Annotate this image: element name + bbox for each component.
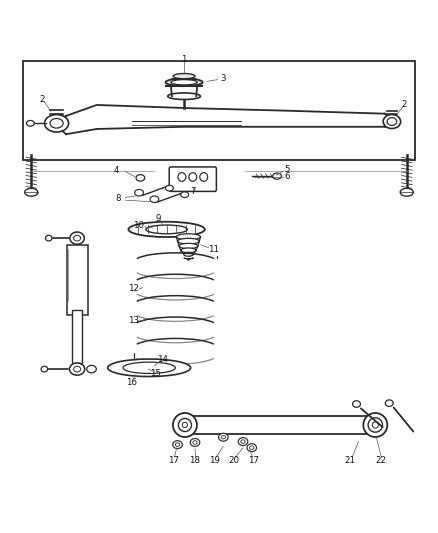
Ellipse shape xyxy=(74,366,81,372)
Ellipse shape xyxy=(250,446,254,449)
Text: 22: 22 xyxy=(375,456,386,465)
Bar xyxy=(72,310,82,362)
Ellipse shape xyxy=(353,401,360,407)
Ellipse shape xyxy=(219,433,228,441)
Ellipse shape xyxy=(363,413,387,437)
Ellipse shape xyxy=(168,93,201,100)
Ellipse shape xyxy=(173,74,195,79)
Ellipse shape xyxy=(135,189,144,196)
Text: 5: 5 xyxy=(284,165,290,174)
Text: 2: 2 xyxy=(402,100,407,109)
Ellipse shape xyxy=(368,418,382,432)
Ellipse shape xyxy=(190,439,200,446)
Text: 11: 11 xyxy=(208,245,219,254)
Text: 9: 9 xyxy=(155,214,161,223)
Ellipse shape xyxy=(70,363,85,375)
Text: 21: 21 xyxy=(344,456,356,465)
Ellipse shape xyxy=(128,222,205,237)
Ellipse shape xyxy=(177,234,201,240)
Text: 17: 17 xyxy=(247,456,258,465)
Text: 8: 8 xyxy=(115,195,120,203)
Ellipse shape xyxy=(182,422,187,427)
Text: 16: 16 xyxy=(126,378,137,387)
Text: 13: 13 xyxy=(128,316,139,325)
Text: 12: 12 xyxy=(128,284,139,293)
Ellipse shape xyxy=(87,366,96,373)
Ellipse shape xyxy=(273,173,282,179)
Ellipse shape xyxy=(184,252,193,256)
Text: 15: 15 xyxy=(150,368,161,377)
Text: 20: 20 xyxy=(229,456,240,465)
Ellipse shape xyxy=(385,400,393,407)
Ellipse shape xyxy=(74,235,81,241)
Ellipse shape xyxy=(387,118,397,125)
Ellipse shape xyxy=(383,115,401,128)
Ellipse shape xyxy=(136,175,145,181)
Ellipse shape xyxy=(41,366,48,372)
Text: 2: 2 xyxy=(39,95,45,104)
Ellipse shape xyxy=(221,435,226,439)
Ellipse shape xyxy=(146,225,187,234)
FancyBboxPatch shape xyxy=(169,167,216,191)
Text: 18: 18 xyxy=(190,456,201,465)
Ellipse shape xyxy=(177,238,199,244)
Ellipse shape xyxy=(70,232,84,244)
Text: 17: 17 xyxy=(168,456,179,465)
Ellipse shape xyxy=(372,422,378,428)
Text: 19: 19 xyxy=(209,456,220,465)
Ellipse shape xyxy=(181,192,189,198)
Ellipse shape xyxy=(166,185,173,191)
Text: 7: 7 xyxy=(190,187,195,196)
Ellipse shape xyxy=(26,120,34,126)
Ellipse shape xyxy=(25,188,38,196)
Ellipse shape xyxy=(173,413,197,437)
Ellipse shape xyxy=(45,115,69,132)
Ellipse shape xyxy=(241,440,245,443)
Text: 10: 10 xyxy=(133,221,144,230)
Ellipse shape xyxy=(189,173,197,181)
Bar xyxy=(67,245,88,314)
Ellipse shape xyxy=(178,418,191,432)
Ellipse shape xyxy=(173,441,182,449)
Ellipse shape xyxy=(123,362,175,374)
Ellipse shape xyxy=(150,196,159,203)
Ellipse shape xyxy=(46,235,52,241)
Ellipse shape xyxy=(171,79,197,85)
Ellipse shape xyxy=(108,359,191,376)
Text: 4: 4 xyxy=(113,166,119,175)
Ellipse shape xyxy=(179,244,198,248)
Text: 14: 14 xyxy=(157,356,168,365)
Text: 3: 3 xyxy=(221,74,226,83)
Ellipse shape xyxy=(193,441,197,444)
Ellipse shape xyxy=(181,248,196,253)
Ellipse shape xyxy=(166,78,203,86)
Text: 1: 1 xyxy=(181,54,187,63)
Ellipse shape xyxy=(247,444,257,451)
Ellipse shape xyxy=(238,438,248,446)
Ellipse shape xyxy=(175,443,180,446)
Text: 6: 6 xyxy=(284,172,290,181)
Ellipse shape xyxy=(50,118,63,128)
Ellipse shape xyxy=(400,188,413,196)
Ellipse shape xyxy=(200,173,208,181)
Ellipse shape xyxy=(178,173,186,181)
Bar xyxy=(22,61,416,159)
